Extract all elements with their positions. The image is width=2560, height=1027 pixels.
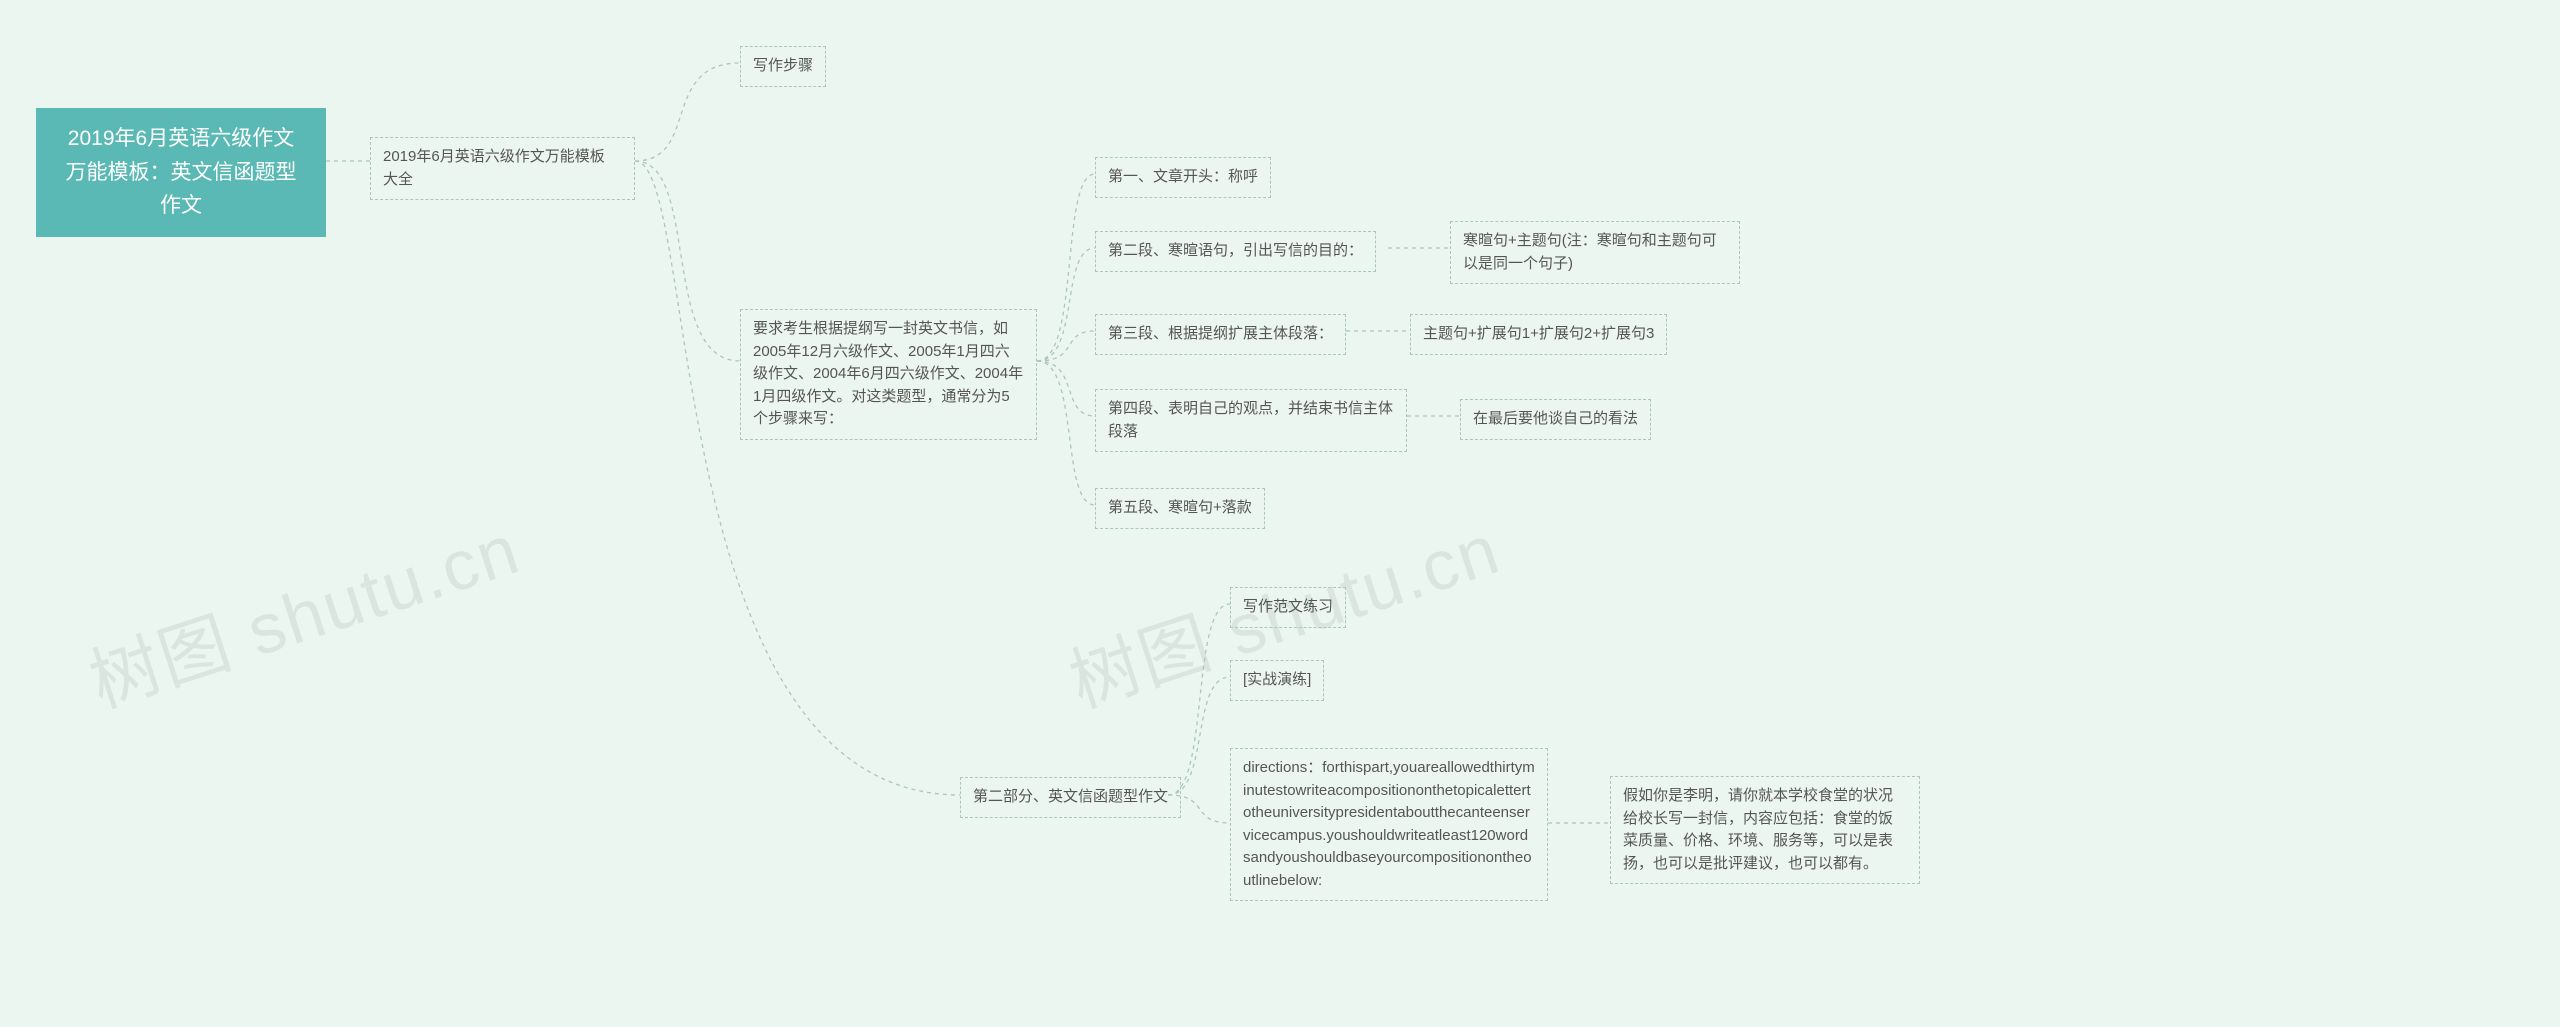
step3a-node: 主题句+扩展句1+扩展句2+扩展句3 [1410, 314, 1667, 355]
step2a-label: 寒暄句+主题句(注：寒暄句和主题句可以是同一个句子) [1463, 232, 1717, 272]
level2-b-label: 要求考生根据提纲写一封英文书信，如2005年12月六级作文、2005年1月四六级… [753, 320, 1023, 427]
part2-p3a-node: 假如你是李明，请你就本学校食堂的状况给校长写一封信，内容应包括：食堂的饭菜质量、… [1610, 776, 1920, 884]
level2-b-node: 要求考生根据提纲写一封英文书信，如2005年12月六级作文、2005年1月四六级… [740, 309, 1037, 440]
step1-label: 第一、文章开头：称呼 [1108, 168, 1258, 185]
part2-p3-node: directions：forthispart,youareallowedthir… [1230, 748, 1548, 901]
root-label: 2019年6月英语六级作文 万能模板：英文信函题型 作文 [66, 127, 297, 217]
step2-node: 第二段、寒暄语句，引出写信的目的： [1095, 231, 1376, 272]
part2-p3a-label: 假如你是李明，请你就本学校食堂的状况给校长写一封信，内容应包括：食堂的饭菜质量、… [1623, 787, 1893, 872]
step1-node: 第一、文章开头：称呼 [1095, 157, 1271, 198]
step3-label: 第三段、根据提纲扩展主体段落： [1108, 325, 1333, 342]
step3a-label: 主题句+扩展句1+扩展句2+扩展句3 [1423, 325, 1654, 342]
level2-a-label: 写作步骤 [753, 57, 813, 74]
step2-label: 第二段、寒暄语句，引出写信的目的： [1108, 242, 1363, 259]
step4-label: 第四段、表明自己的观点，并结束书信主体段落 [1108, 400, 1393, 440]
step4a-node: 在最后要他谈自己的看法 [1460, 399, 1651, 440]
part2-p1-node: 写作范文练习 [1230, 587, 1346, 628]
level1-node: 2019年6月英语六级作文万能模板 大全 [370, 137, 635, 200]
part2-p3-label: directions：forthispart,youareallowedthir… [1243, 759, 1535, 889]
step5-node: 第五段、寒暄句+落款 [1095, 488, 1265, 529]
part2-p2-label: [实战演练] [1243, 671, 1311, 688]
root-node: 2019年6月英语六级作文 万能模板：英文信函题型 作文 [36, 108, 326, 237]
level1-label: 2019年6月英语六级作文万能模板 大全 [383, 148, 605, 188]
step4a-label: 在最后要他谈自己的看法 [1473, 410, 1638, 427]
level2-c-node: 第二部分、英文信函题型作文 [960, 777, 1181, 818]
step3-node: 第三段、根据提纲扩展主体段落： [1095, 314, 1346, 355]
step4-node: 第四段、表明自己的观点，并结束书信主体段落 [1095, 389, 1407, 452]
step2a-node: 寒暄句+主题句(注：寒暄句和主题句可以是同一个句子) [1450, 221, 1740, 284]
part2-p2-node: [实战演练] [1230, 660, 1324, 701]
level2-a-node: 写作步骤 [740, 46, 826, 87]
level2-c-label: 第二部分、英文信函题型作文 [973, 788, 1168, 805]
watermark-left: 树图 shutu.cn [75, 494, 530, 728]
step5-label: 第五段、寒暄句+落款 [1108, 499, 1252, 516]
part2-p1-label: 写作范文练习 [1243, 598, 1333, 615]
